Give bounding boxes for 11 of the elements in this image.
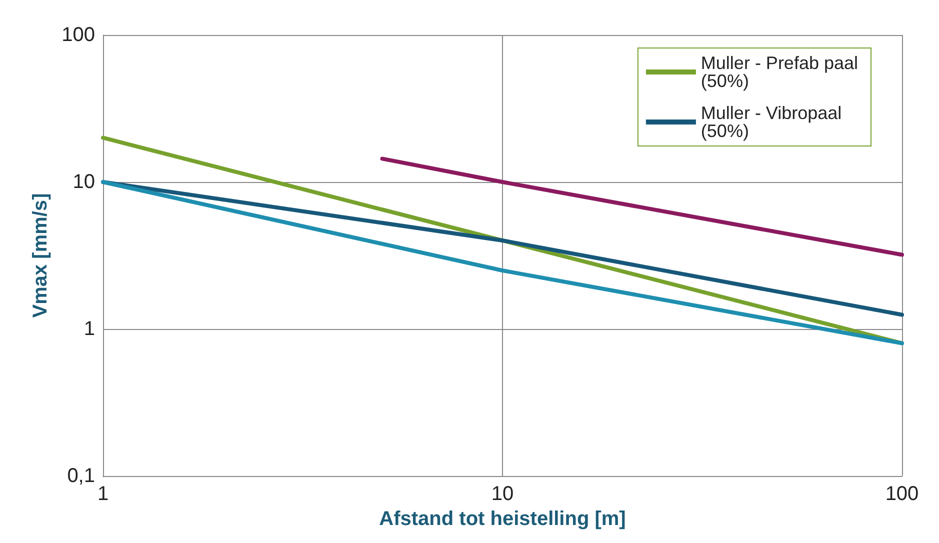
legend-label: Muller - Vibropaal (50%): [700, 103, 847, 141]
x-tick-label: 100: [885, 483, 919, 505]
x-axis-title: Afstand tot heistelling [m]: [379, 508, 626, 530]
legend-label: Muller - Prefab paal (50%): [700, 53, 864, 91]
y-tick-label: 0,1: [67, 465, 95, 487]
y-tick-label: 100: [62, 24, 95, 46]
y-axis-title: Vmax [mm/s]: [30, 193, 52, 318]
x-tick-label: 10: [491, 483, 514, 505]
y-tick-label: 1: [84, 318, 95, 340]
y-tick-label: 10: [72, 171, 95, 193]
x-tick-label: 1: [97, 483, 109, 505]
